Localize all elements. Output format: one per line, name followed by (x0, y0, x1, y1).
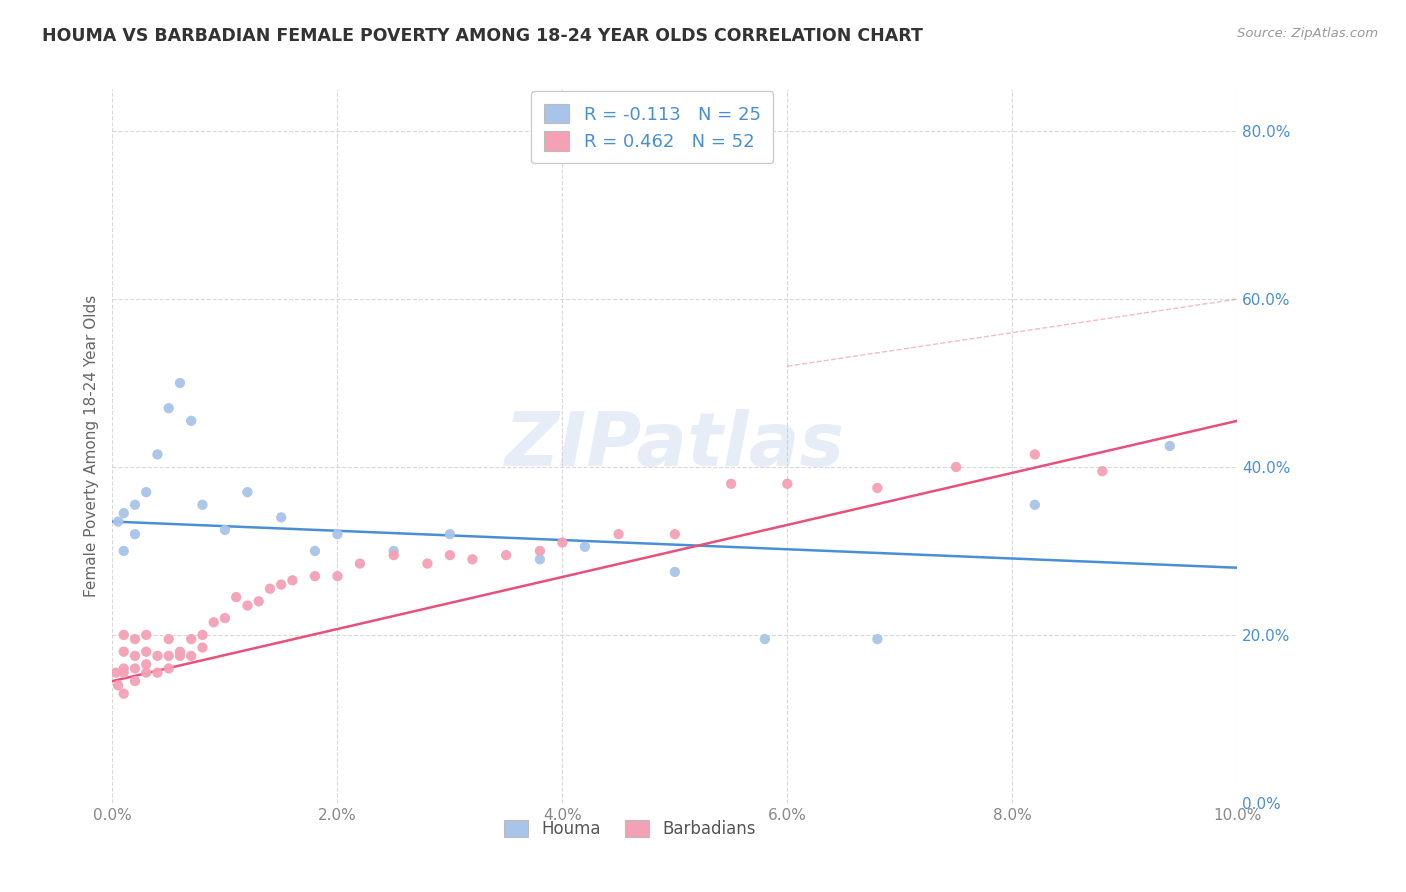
Point (169, 376, 191, 390)
Point (180, 414, 202, 428)
Point (112, 665, 135, 680)
Point (135, 628, 157, 642)
Point (135, 657, 157, 672)
Point (236, 599, 259, 613)
Point (191, 640, 214, 655)
Point (382, 544, 405, 558)
Point (180, 648, 202, 663)
Point (236, 485, 259, 500)
Point (529, 552, 551, 566)
Point (135, 665, 157, 680)
Point (326, 527, 349, 541)
Point (146, 648, 169, 663)
Point (112, 687, 135, 701)
Point (1024, 447, 1046, 461)
Point (607, 527, 630, 541)
Point (326, 569, 349, 583)
Point (112, 506, 135, 520)
Point (180, 632, 202, 646)
Point (664, 527, 686, 541)
Point (304, 569, 326, 583)
Point (124, 648, 146, 663)
Point (225, 590, 247, 604)
Point (461, 552, 484, 566)
Point (720, 476, 742, 491)
Point (259, 582, 281, 596)
Point (112, 628, 135, 642)
Point (191, 498, 214, 512)
Point (104, 665, 127, 680)
Point (157, 648, 180, 663)
Point (1091, 464, 1114, 478)
Point (112, 544, 135, 558)
Point (529, 544, 551, 558)
Point (124, 661, 146, 675)
Y-axis label: Female Poverty Among 18-24 Year Olds: Female Poverty Among 18-24 Year Olds (83, 295, 98, 597)
Point (107, 515, 129, 529)
Point (866, 481, 889, 495)
Point (866, 632, 889, 646)
Point (124, 632, 146, 646)
Point (169, 645, 191, 659)
Point (157, 632, 180, 646)
Point (214, 523, 236, 537)
Point (439, 548, 461, 562)
Point (135, 645, 157, 659)
Point (664, 565, 686, 579)
Point (135, 485, 157, 500)
Point (124, 527, 146, 541)
Point (202, 615, 225, 630)
Point (270, 510, 292, 524)
Text: Source: ZipAtlas.com: Source: ZipAtlas.com (1237, 27, 1378, 40)
Point (382, 548, 405, 562)
Point (214, 611, 236, 625)
Point (247, 594, 270, 608)
Point (112, 661, 135, 675)
Point (270, 577, 292, 591)
Point (754, 632, 776, 646)
Point (191, 628, 214, 642)
Point (124, 674, 146, 689)
Point (1159, 439, 1181, 453)
Text: ZIPatlas: ZIPatlas (505, 409, 845, 483)
Point (146, 447, 169, 461)
Point (157, 401, 180, 416)
Point (281, 574, 304, 588)
Point (574, 540, 596, 554)
Point (157, 661, 180, 675)
Text: HOUMA VS BARBADIAN FEMALE POVERTY AMONG 18-24 YEAR OLDS CORRELATION CHART: HOUMA VS BARBADIAN FEMALE POVERTY AMONG … (42, 27, 924, 45)
Point (107, 678, 129, 692)
Legend: Houma, Barbadians: Houma, Barbadians (498, 813, 762, 845)
Point (304, 544, 326, 558)
Point (349, 557, 371, 571)
Point (1024, 498, 1046, 512)
Point (439, 527, 461, 541)
Point (124, 498, 146, 512)
Point (146, 665, 169, 680)
Point (551, 535, 574, 549)
Point (112, 645, 135, 659)
Point (495, 548, 517, 562)
Point (416, 557, 439, 571)
Point (169, 648, 191, 663)
Point (776, 476, 799, 491)
Point (945, 460, 967, 475)
